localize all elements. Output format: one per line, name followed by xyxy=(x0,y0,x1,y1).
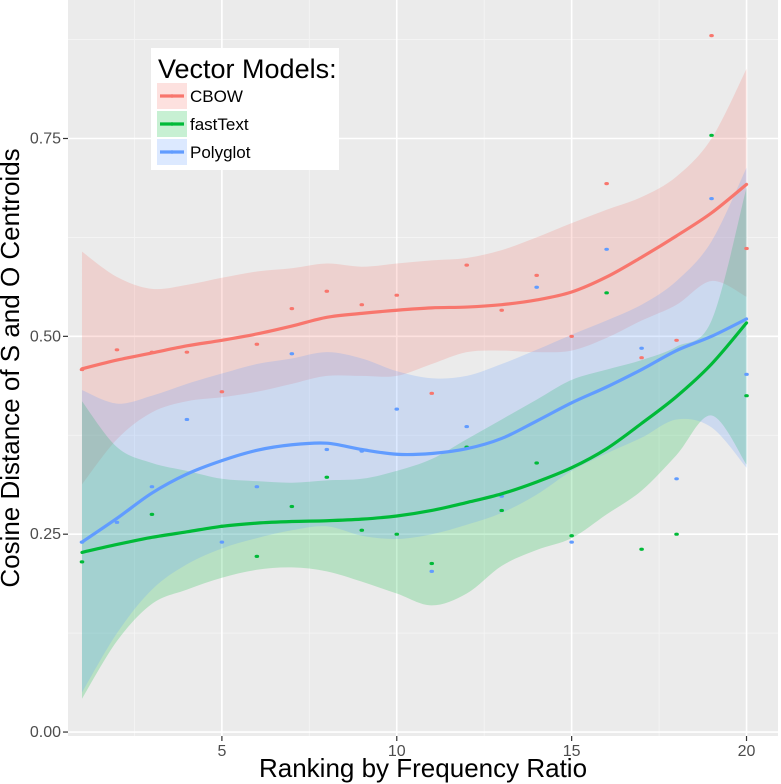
smooth-line-cbow xyxy=(80,182,749,371)
data-point-polyglot xyxy=(709,197,714,201)
data-point-polyglot xyxy=(429,569,435,573)
data-point-fasttext xyxy=(429,561,435,566)
legend-label-cbow: CBOW xyxy=(190,87,243,106)
data-point-fasttext xyxy=(709,133,714,137)
legend: Vector Models: CBOW fastText Polyglot xyxy=(151,48,339,170)
x-tick-label: 10 xyxy=(388,743,406,760)
data-point-cbow xyxy=(569,334,574,338)
y-axis-title: Cosine Distance of S and O Centroids xyxy=(0,148,25,587)
data-point-polyglot xyxy=(114,520,120,524)
data-point-fasttext xyxy=(359,528,365,532)
data-point-fasttext xyxy=(674,532,679,536)
data-point-cbow xyxy=(359,303,365,307)
data-point-cbow xyxy=(324,289,330,293)
data-point-fasttext xyxy=(394,532,400,536)
data-point-fasttext xyxy=(79,560,85,564)
data-point-cbow xyxy=(254,342,260,346)
x-tick-label: 15 xyxy=(563,743,581,760)
data-point-cbow xyxy=(534,273,539,278)
data-point-polyglot xyxy=(639,346,644,350)
x-axis-title: Ranking by Frequency Ratio xyxy=(259,753,587,783)
data-point-fasttext xyxy=(569,534,574,538)
legend-entry-fasttext: fastText xyxy=(157,111,249,137)
axes: 5 10 15 20 0.00 0.25 0.50 0.75 xyxy=(30,130,756,760)
legend-entry-polyglot: Polyglot xyxy=(157,139,251,165)
data-point-fasttext xyxy=(324,475,330,479)
data-point-polyglot xyxy=(149,485,155,489)
legend-background xyxy=(151,48,339,170)
data-point-cbow xyxy=(499,308,504,312)
data-point-polyglot xyxy=(464,424,470,429)
data-point-polyglot xyxy=(674,477,679,481)
data-point-cbow xyxy=(674,338,679,342)
data-point-polyglot xyxy=(744,372,749,376)
legend-label-polyglot: Polyglot xyxy=(190,143,251,162)
data-point-polyglot xyxy=(219,540,225,544)
data-point-cbow xyxy=(464,263,470,267)
legend-dot-cbow xyxy=(170,94,174,98)
x-tick-label: 20 xyxy=(738,743,756,760)
data-point-cbow xyxy=(114,348,120,352)
legend-dot-fasttext xyxy=(170,122,174,126)
data-point-fasttext xyxy=(149,512,155,517)
data-point-cbow xyxy=(219,390,225,394)
data-point-cbow xyxy=(394,293,400,297)
data-point-polyglot xyxy=(569,540,574,544)
y-tick-label: 0.25 xyxy=(30,526,61,543)
legend-label-fasttext: fastText xyxy=(190,115,249,134)
data-point-polyglot xyxy=(254,485,260,489)
smooth-lines xyxy=(80,182,749,554)
data-point-polyglot xyxy=(289,352,295,356)
data-point-polyglot xyxy=(604,247,609,251)
confidence-band-cbow xyxy=(81,68,747,485)
y-tick-label: 0.75 xyxy=(30,130,61,147)
confidence-bands xyxy=(81,68,747,699)
data-point-polyglot xyxy=(534,285,539,289)
data-point-polyglot xyxy=(324,447,330,452)
legend-dot-polyglot xyxy=(170,150,174,154)
y-tick-label: 0.00 xyxy=(30,724,61,741)
data-point-fasttext xyxy=(254,554,260,558)
data-point-polyglot xyxy=(184,417,190,422)
data-point-fasttext xyxy=(534,461,539,465)
data-point-cbow xyxy=(604,182,609,186)
data-point-polyglot xyxy=(394,407,400,411)
data-point-fasttext xyxy=(639,547,644,551)
data-point-fasttext xyxy=(744,394,749,398)
confidence-band-polyglot xyxy=(81,167,747,693)
data-points xyxy=(79,34,749,573)
data-point-fasttext xyxy=(289,504,295,509)
y-tick-label: 0.50 xyxy=(30,328,61,345)
data-point-cbow xyxy=(709,34,714,38)
data-point-cbow xyxy=(744,246,749,251)
smooth-line-fasttext xyxy=(80,321,749,554)
data-point-cbow xyxy=(639,356,644,360)
data-point-cbow xyxy=(289,307,295,311)
legend-title: Vector Models: xyxy=(158,54,337,84)
x-tick-label: 5 xyxy=(217,743,226,760)
data-point-fasttext xyxy=(604,291,609,295)
legend-entry-cbow: CBOW xyxy=(157,83,243,109)
data-point-cbow xyxy=(429,391,435,395)
smooth-line-polyglot xyxy=(80,317,749,544)
data-point-fasttext xyxy=(499,508,504,513)
confidence-band-fasttext xyxy=(81,187,747,699)
data-point-cbow xyxy=(184,350,190,354)
